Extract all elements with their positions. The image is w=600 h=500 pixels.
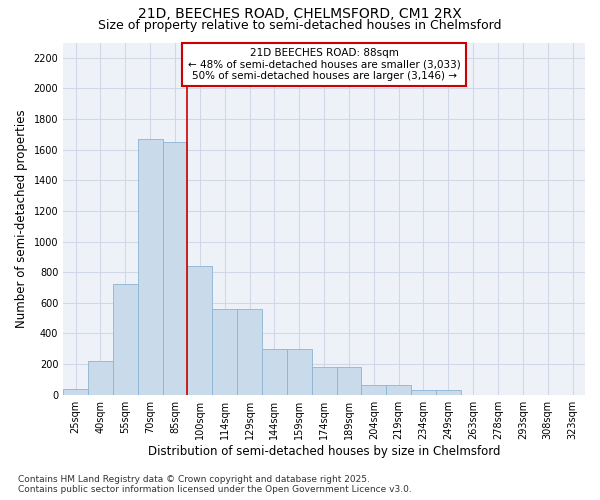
Bar xyxy=(337,367,361,394)
Bar xyxy=(361,385,386,394)
Text: 21D BEECHES ROAD: 88sqm
← 48% of semi-detached houses are smaller (3,033)
50% of: 21D BEECHES ROAD: 88sqm ← 48% of semi-de… xyxy=(188,48,460,81)
Text: 21D, BEECHES ROAD, CHELMSFORD, CM1 2RX: 21D, BEECHES ROAD, CHELMSFORD, CM1 2RX xyxy=(138,8,462,22)
Bar xyxy=(113,284,138,395)
Bar xyxy=(138,139,163,394)
Bar xyxy=(63,388,88,394)
Bar xyxy=(262,349,287,395)
Bar xyxy=(436,390,461,394)
Bar xyxy=(163,142,187,395)
Bar xyxy=(386,385,411,394)
Bar xyxy=(88,361,113,394)
Bar xyxy=(311,367,337,394)
Bar xyxy=(411,390,436,394)
Bar xyxy=(237,309,262,394)
X-axis label: Distribution of semi-detached houses by size in Chelmsford: Distribution of semi-detached houses by … xyxy=(148,444,500,458)
Text: Contains HM Land Registry data © Crown copyright and database right 2025.
Contai: Contains HM Land Registry data © Crown c… xyxy=(18,474,412,494)
Bar xyxy=(287,349,311,395)
Bar xyxy=(187,266,212,394)
Y-axis label: Number of semi-detached properties: Number of semi-detached properties xyxy=(15,110,28,328)
Text: Size of property relative to semi-detached houses in Chelmsford: Size of property relative to semi-detach… xyxy=(98,18,502,32)
Bar xyxy=(212,309,237,394)
